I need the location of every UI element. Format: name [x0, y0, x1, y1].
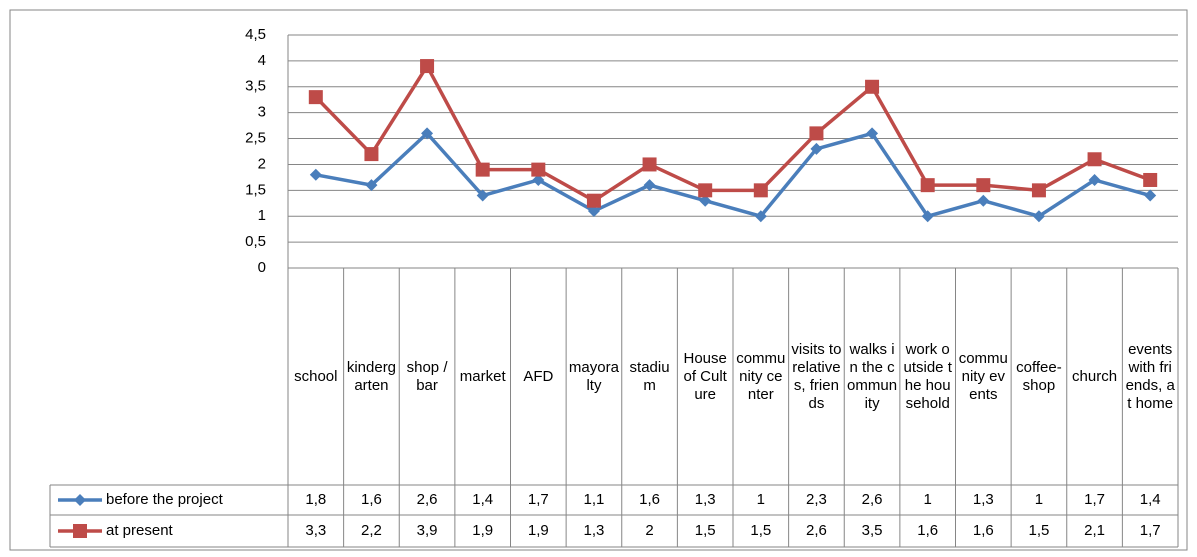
marker	[976, 178, 991, 193]
x-tick-label: community events	[958, 349, 1008, 403]
y-tick-label: 2	[258, 155, 266, 172]
marker	[810, 142, 823, 155]
x-tick-label: market	[459, 367, 506, 385]
table-value: 1	[924, 491, 932, 508]
table-value: 1,1	[584, 491, 605, 508]
table-value: 1,6	[361, 491, 382, 508]
x-tick-label: events with friends, at home	[1125, 340, 1175, 412]
y-tick-label: 0,5	[245, 233, 266, 250]
y-tick-label: 4,5	[245, 26, 266, 43]
marker	[586, 193, 601, 208]
x-tick-label: work outside the household	[903, 340, 952, 412]
table-value: 2,6	[806, 522, 827, 539]
marker	[1032, 210, 1045, 223]
x-tick-label: visits to relatives, friends	[791, 340, 842, 412]
y-tick-label: 1,5	[245, 181, 266, 198]
chart-frame	[9, 9, 1188, 551]
x-tick-label: stadium	[629, 358, 670, 394]
marker	[1143, 172, 1158, 187]
table-value: 1,7	[528, 491, 549, 508]
table-value: 1,6	[973, 522, 994, 539]
table-value: 1,9	[472, 522, 493, 539]
marker	[309, 168, 322, 181]
marker	[1144, 189, 1157, 202]
y-tick-label: 1	[258, 207, 266, 224]
table-value: 2,2	[361, 522, 382, 539]
marker	[921, 210, 934, 223]
x-tick-label: kindergarten	[346, 358, 397, 394]
table-value: 2,1	[1084, 522, 1105, 539]
y-tick-label: 3,5	[245, 78, 266, 95]
table-value: 2	[645, 522, 653, 539]
marker	[754, 210, 767, 223]
marker	[866, 127, 879, 140]
marker	[475, 162, 490, 177]
marker	[643, 179, 656, 192]
marker	[587, 205, 600, 218]
x-tick-label: mayoralty	[568, 358, 619, 394]
marker	[1031, 183, 1046, 198]
marker	[642, 157, 657, 172]
y-tick-label: 2,5	[245, 130, 266, 147]
series-line	[315, 130, 1151, 219]
series-line	[314, 62, 1151, 203]
x-tick-label: House of Culture	[683, 349, 727, 403]
x-tick-label: shop / bar	[406, 358, 448, 394]
x-tick-label: AFD	[523, 367, 554, 385]
marker	[364, 147, 379, 162]
marker	[865, 79, 880, 94]
marker	[699, 194, 712, 207]
table-value: 3,5	[862, 522, 883, 539]
table-value: 1,8	[305, 491, 326, 508]
table-value: 1,3	[584, 522, 605, 539]
table-value: 2,6	[417, 491, 438, 508]
legend-label: before the project	[106, 491, 224, 508]
legend-marker	[74, 494, 86, 506]
table-value: 1	[757, 491, 765, 508]
table-value: 2,6	[862, 491, 883, 508]
x-tick-label: school	[294, 367, 338, 385]
table-value: 1,3	[973, 491, 994, 508]
marker	[698, 183, 713, 198]
marker	[531, 162, 546, 177]
legend-marker	[73, 524, 87, 538]
marker	[809, 126, 824, 141]
marker	[532, 173, 545, 186]
table-value: 1,7	[1140, 522, 1161, 539]
marker	[421, 127, 434, 140]
marker	[753, 183, 768, 198]
x-tick-label: walks in the community	[847, 340, 898, 412]
marker	[1088, 173, 1101, 186]
y-tick-label: 3	[258, 104, 266, 121]
marker	[1087, 152, 1102, 167]
table-value: 1,5	[750, 522, 771, 539]
table-value: 1,5	[695, 522, 716, 539]
x-tick-label: church	[1072, 367, 1118, 385]
legend-label: at present	[106, 522, 174, 539]
table-value: 3,9	[417, 522, 438, 539]
marker	[420, 59, 435, 74]
table-value: 1,6	[917, 522, 938, 539]
table-value: 1,5	[1029, 522, 1050, 539]
table-value: 1,3	[695, 491, 716, 508]
marker	[365, 179, 378, 192]
table-value: 1,4	[472, 491, 493, 508]
y-tick-label: 4	[258, 52, 266, 69]
marker	[308, 90, 323, 105]
marker	[920, 178, 935, 193]
table-value: 1,6	[639, 491, 660, 508]
table-value: 1,9	[528, 522, 549, 539]
x-tick-label: community center	[736, 349, 786, 403]
table-value: 1	[1035, 491, 1043, 508]
table-value: 1,4	[1140, 491, 1161, 508]
table-value: 2,3	[806, 491, 827, 508]
marker	[476, 189, 489, 202]
table-value: 3,3	[305, 522, 326, 539]
x-tick-label: coffee-shop	[1016, 358, 1062, 394]
marker	[977, 194, 990, 207]
y-tick-label: 0	[258, 259, 266, 276]
table-value: 1,7	[1084, 491, 1105, 508]
